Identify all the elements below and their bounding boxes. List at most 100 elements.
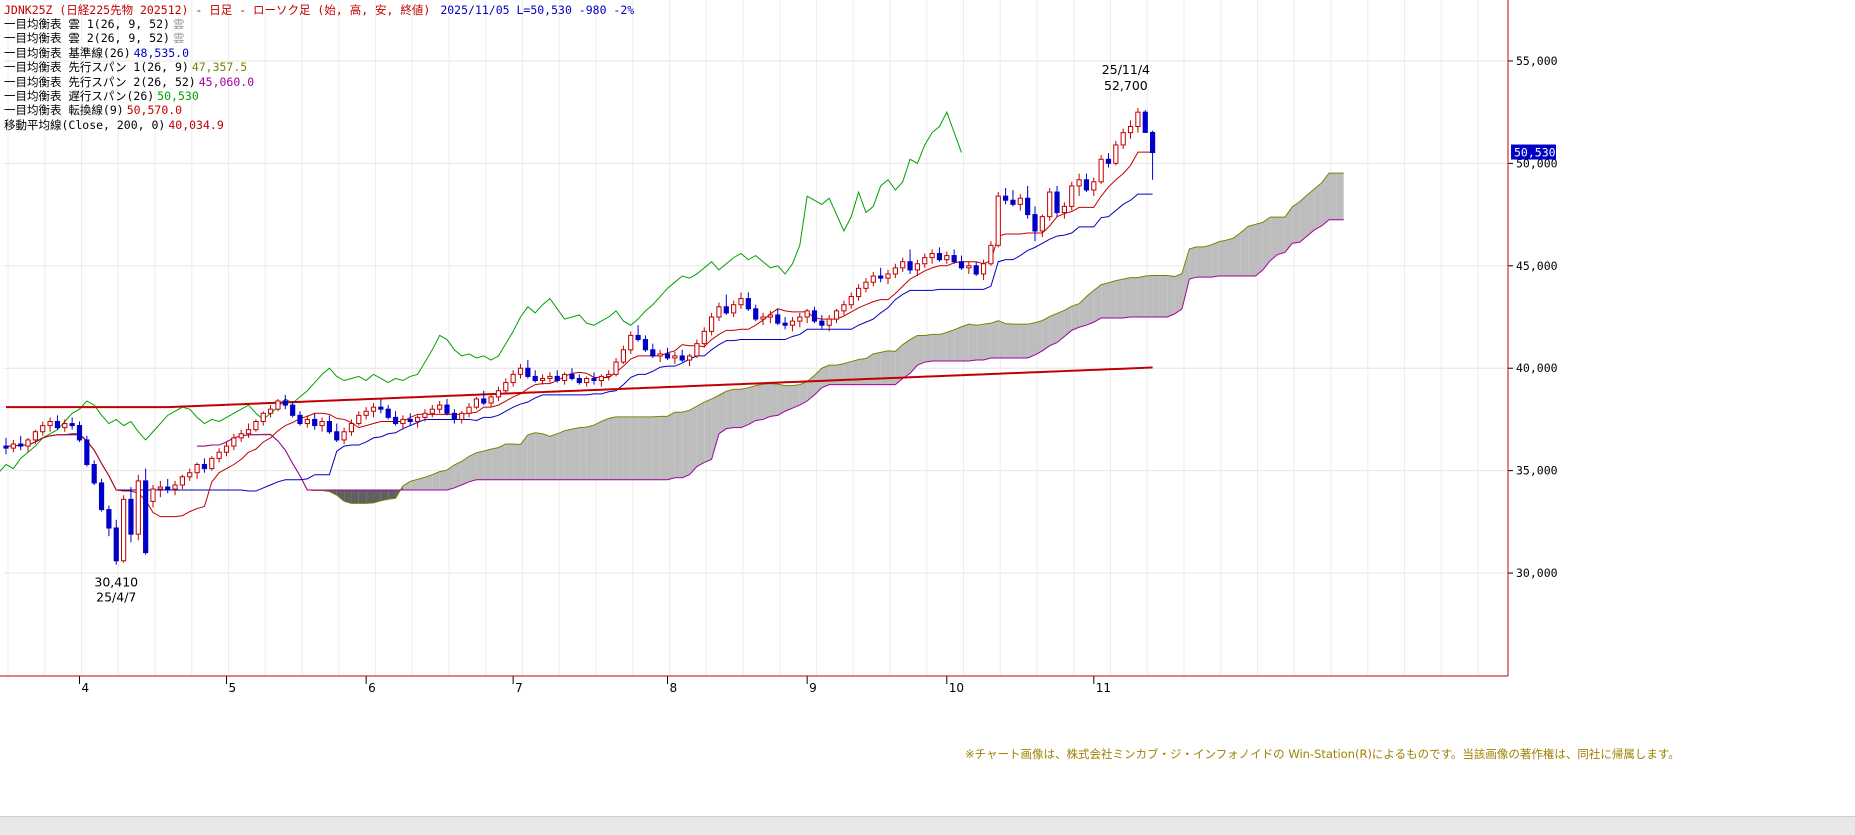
candle-down: [1010, 199, 1016, 205]
candle-down: [532, 375, 538, 382]
cloud-segment: [461, 456, 470, 485]
cloud-segment: [549, 433, 558, 480]
axes: 30,000 35,000 40,000 45,000 50,000 55,000 4 5 6 7…: [0, 0, 1558, 695]
cloud-segment: [1086, 290, 1094, 326]
cloud-segment: [483, 449, 492, 480]
horizontal-scrollbar[interactable]: [0, 816, 1855, 835]
legend-value: 50,570.0: [126, 103, 183, 118]
candle-up: [150, 488, 156, 502]
candle-down: [451, 412, 457, 420]
candle-up: [187, 472, 193, 478]
legend-value: 40,034.9: [168, 117, 224, 132]
cloud-segment: [623, 416, 631, 480]
cloud-segment: [983, 323, 991, 361]
cloud-segment: [674, 412, 683, 478]
candle-down: [297, 414, 303, 425]
grid-lines: [3, 0, 1508, 676]
candle-down: [290, 404, 296, 416]
legend-label: 一目均衡表 雲 1(26, 9, 52): [4, 17, 170, 31]
candle-up: [870, 275, 876, 283]
candlesticks: [3, 108, 1156, 565]
cloud-segment: [1270, 217, 1278, 261]
candle-down: [811, 310, 818, 322]
candle-down: [128, 498, 134, 535]
legend-label: 一目均衡表 先行スパン 2(26, 52): [4, 74, 196, 89]
legend-value: 47,357.5: [191, 60, 248, 75]
cloud-segment: [1101, 282, 1109, 319]
cloud-segment: [1167, 275, 1175, 318]
candle-down: [481, 398, 487, 404]
cloud-segment: [968, 324, 977, 362]
candle-up: [716, 306, 722, 318]
cloud-segment: [1152, 275, 1160, 318]
candle-up: [466, 406, 472, 414]
candle-down: [312, 418, 318, 427]
cloud-segment: [888, 350, 896, 385]
legend-item: 一目均衡表 雲 2(26, 9, 52) 雲: [4, 31, 184, 45]
legend-label: 一目均衡表 遅行スパン(26): [4, 89, 155, 103]
cloud-segment: [1115, 279, 1124, 319]
cloud-segment: [594, 421, 602, 480]
candle-down: [775, 314, 781, 324]
candle-up: [701, 330, 707, 345]
candle-down: [326, 420, 332, 433]
cloud-segment: [1314, 182, 1322, 230]
cloud-segment: [1306, 188, 1315, 237]
y-tick-label: 45,000: [1516, 259, 1558, 273]
candle-up: [503, 382, 509, 392]
candle-down: [54, 420, 61, 429]
candle-up: [988, 244, 994, 265]
candle-up: [473, 398, 479, 408]
candle-up: [1135, 111, 1141, 128]
candle-down: [576, 377, 582, 384]
cloud-segment: [718, 391, 727, 434]
cloud-segment: [527, 432, 536, 480]
cloud-segment: [932, 334, 940, 362]
candle-up: [370, 406, 377, 412]
cloud-segment: [1336, 173, 1344, 220]
candle-down: [745, 298, 751, 310]
candle-down: [878, 275, 884, 279]
candle-down: [1054, 191, 1060, 214]
cloud-segment: [1204, 244, 1212, 278]
candle-down: [1003, 195, 1009, 201]
candle-up: [606, 373, 612, 377]
candle-down: [407, 418, 413, 422]
candle-up: [686, 355, 693, 361]
candle-up: [562, 373, 568, 382]
x-tick-label: 6: [368, 681, 376, 695]
candle-down: [1025, 197, 1031, 216]
cloud-segment: [417, 477, 425, 491]
cloud-segment: [924, 334, 933, 363]
candle-up: [1061, 205, 1068, 214]
cloud-segment: [1240, 226, 1249, 277]
candle-down: [76, 425, 83, 441]
quote-text: 2025/11/05 L=50,530 -980 -2%: [440, 3, 635, 17]
candle-up: [672, 355, 678, 359]
cloud-segment: [785, 385, 793, 412]
cloud-segment: [616, 416, 624, 480]
candle-down: [936, 253, 943, 261]
legend-value: 45,060.0: [198, 74, 255, 89]
cloud-segment: [1108, 280, 1116, 319]
cloud-segment: [1189, 246, 1197, 280]
candle-down: [679, 355, 685, 361]
low-value-label: 30,410: [94, 575, 138, 590]
candle-up: [517, 367, 524, 375]
cloud-segment: [954, 326, 962, 362]
candle-up: [1047, 191, 1053, 218]
legend-value: 雲: [172, 17, 185, 31]
cloud-segment: [1012, 324, 1021, 358]
candle-down: [3, 445, 9, 449]
candle-up: [929, 253, 935, 259]
cloud-segment: [961, 324, 969, 362]
cloud-segment: [1211, 241, 1219, 278]
candle-down: [69, 423, 75, 427]
cloud-segment: [1284, 206, 1293, 253]
cloud-segment: [910, 335, 918, 374]
ichimoku-cloud: [204, 173, 1344, 504]
candle-up: [841, 304, 847, 312]
cloud-segment: [358, 490, 367, 504]
candle-up: [539, 377, 546, 382]
